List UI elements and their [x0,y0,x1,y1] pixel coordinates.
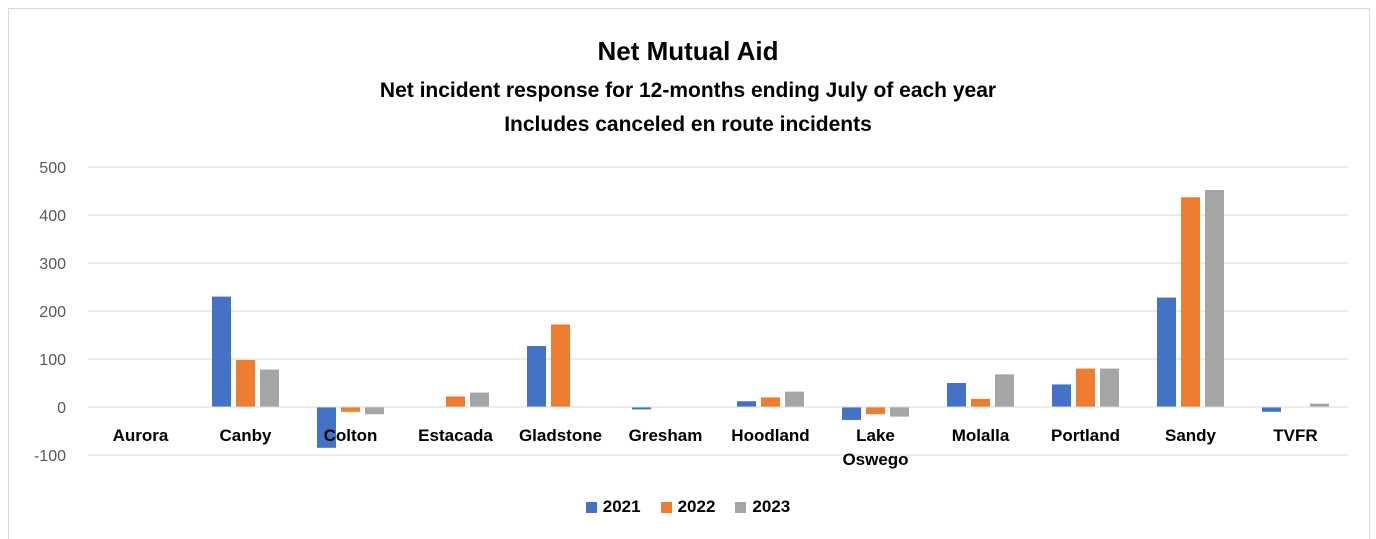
bar-2022-sandy [1181,197,1200,407]
bar-2022-colton [341,407,360,412]
bar-2022-hoodland [761,397,780,407]
bars [212,190,1329,448]
bar-2022-estacada [446,396,465,407]
y-tick-label: 0 [57,400,66,417]
x-tick-label: Lake Oswego [842,426,908,469]
x-tick-label: Sandy [1165,426,1217,445]
bar-2023-tvfr [1310,403,1329,407]
legend-item-2021: 2021 [585,497,641,517]
y-axis: -100 0 100 200 300 400 500 [34,160,66,465]
y-tick-label: 500 [39,160,66,177]
bar-2023-lake-oswego [890,407,909,417]
bar-2022-lake-oswego [866,407,885,415]
x-tick-label-line: Gresham [629,426,703,445]
x-tick-label: Colton [324,426,378,445]
x-axis: Aurora Canby Colton Estacada Gladstone Gresha… [88,406,1348,469]
bar-2021-canby [212,296,231,407]
bar-2023-sandy [1205,190,1224,407]
gridlines [88,166,1348,456]
bar-2022-canby [236,359,255,407]
bar-2021-sandy [1157,297,1176,407]
x-tick-label: Gladstone [519,426,602,445]
x-tick-label: Estacada [418,426,493,445]
x-tick-label: Portland [1051,426,1120,445]
y-tick-label: 100 [39,352,66,369]
bar-2021-portland [1052,384,1071,407]
legend-item-2023: 2023 [735,497,790,517]
y-tick-label: 400 [39,208,66,225]
x-tick-label-line: Colton [324,426,378,445]
x-tick-label-line: Hoodland [731,426,809,445]
x-tick-label: Gresham [629,426,703,445]
legend: 2021 2022 2023 [0,497,1376,517]
x-tick-label-line: Sandy [1165,426,1217,445]
bar-2023-molalla [995,374,1014,407]
bar-2022-gladstone [551,324,570,407]
bar-2023-estacada [470,392,489,407]
bar-2023-portland [1100,368,1119,407]
chart-title: Net Mutual Aid [597,36,779,66]
x-tick-label-line: Canby [220,426,273,445]
x-tick-label: Hoodland [731,426,809,445]
bar-2021-lake-oswego [842,407,861,420]
bar-2023-hoodland [785,391,804,407]
x-tick-label: Aurora [113,426,169,445]
bar-2021-gladstone [527,346,546,407]
y-tick-label: 200 [39,304,66,321]
bar-2021-hoodland [737,401,756,407]
x-tick-label-line: Oswego [842,450,908,469]
y-tick-label: -100 [34,448,66,465]
legend-swatch-2021 [585,501,597,513]
bar-2023-canby [260,369,279,407]
x-tick-label-line: TVFR [1273,426,1317,445]
legend-label-2023: 2023 [752,497,791,516]
legend-item-2022: 2022 [660,497,716,517]
bar-2023-colton [365,407,384,415]
x-tick-label: Canby [220,426,273,445]
bar-2021-colton [317,407,336,448]
x-tick-label-line: Lake [856,426,895,445]
legend-label-2021: 2021 [602,497,641,516]
chart-subtitle: Net incident response for 12-months endi… [379,79,997,102]
bar-2021-molalla [947,383,966,407]
chart-subtitle-2: Includes canceled en route incidents [504,113,872,136]
bar-2022-molalla [971,398,990,407]
legend-swatch-2022 [660,501,672,513]
x-tick-label-line: Molalla [952,426,1010,445]
chart-frame [8,8,1370,539]
bar-2021-gresham [632,407,651,410]
x-tick-label-line: Portland [1051,426,1120,445]
x-tick-label-line: Gladstone [519,426,602,445]
y-tick-label: 300 [39,256,66,273]
x-tick-label-line: Estacada [418,426,493,445]
x-tick-label-line: Aurora [113,426,169,445]
legend-label-2022: 2022 [677,497,716,516]
x-tick-label: Molalla [952,426,1010,445]
legend-swatch-2023 [735,501,747,513]
x-tick-label: TVFR [1273,426,1317,445]
bar-2021-tvfr [1262,407,1281,412]
bar-2022-portland [1076,368,1095,407]
